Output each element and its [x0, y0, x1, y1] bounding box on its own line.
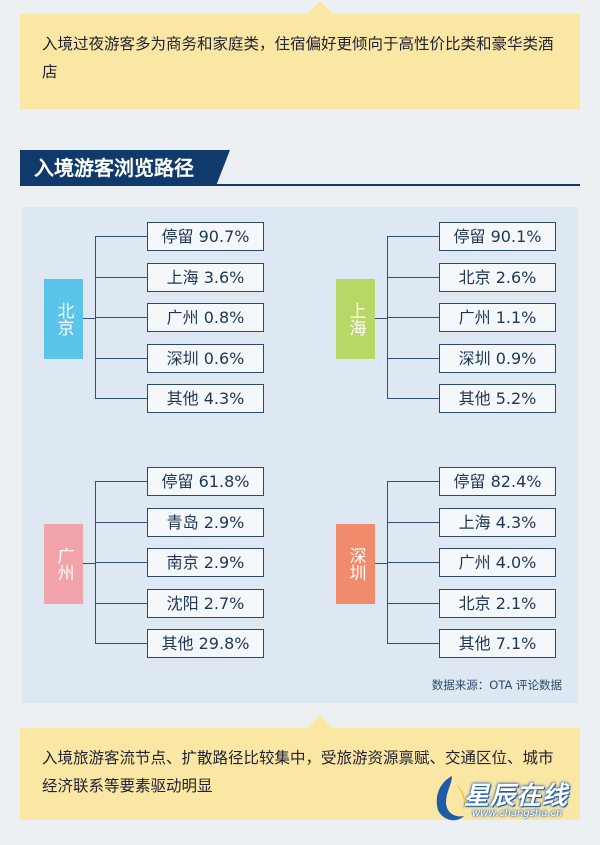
watermark-emblem-icon	[436, 776, 465, 821]
connector-line	[95, 481, 147, 482]
origin-city-badge: 北京	[44, 279, 83, 359]
origin-city-badge: 上海	[336, 279, 375, 359]
connector-line	[387, 481, 439, 482]
connector-line	[375, 318, 387, 319]
destination-box: 深圳 0.9%	[439, 344, 556, 373]
connector-line	[95, 603, 147, 604]
destination-box: 广州 1.1%	[439, 303, 556, 332]
connector-line	[95, 522, 147, 523]
bottom-note-callout: 入境旅游客流节点、扩散路径比较集中，受旅游资源禀赋、交通区位、城市经济联系等要素…	[20, 715, 580, 820]
source-note: 数据来源：OTA 评论数据	[431, 678, 562, 692]
connector-line	[387, 277, 439, 278]
destination-box: 广州 4.0%	[439, 548, 556, 577]
section-title: 入境游客浏览路径	[20, 150, 230, 186]
connector-line	[387, 562, 439, 563]
flow-diagram-panel: 北京 停留 90.7% 上海 3.6% 广州 0.8% 深圳 0.6% 其他 4.3% 上海…	[22, 207, 578, 703]
connector-line	[95, 358, 147, 359]
destination-box: 停留 90.7%	[147, 222, 264, 251]
destination-box: 其他 4.3%	[147, 384, 264, 413]
watermark-text: 星辰在线	[464, 781, 569, 810]
connector-line	[95, 562, 147, 563]
destination-box: 其他 7.1%	[439, 629, 556, 658]
destination-box: 上海 4.3%	[439, 508, 556, 537]
destination-box: 停留 82.4%	[439, 467, 556, 496]
connector-line	[95, 643, 147, 644]
destination-box: 广州 0.8%	[147, 303, 264, 332]
top-note-callout: 入境过夜游客多为商务和家庭类，住宿偏好更倾向于高性价比类和豪华类酒店	[20, 1, 580, 109]
connector-line	[95, 277, 147, 278]
destination-box: 北京 2.1%	[439, 589, 556, 618]
callout-notch	[307, 715, 333, 728]
connector-line	[387, 317, 439, 318]
connector-line	[83, 318, 95, 319]
bottom-note-text: 入境旅游客流节点、扩散路径比较集中，受旅游资源禀赋、交通区位、城市经济联系等要素…	[42, 749, 554, 795]
connector-line	[387, 236, 439, 237]
connector-line	[387, 358, 439, 359]
destination-box: 青岛 2.9%	[147, 508, 264, 537]
destination-box: 沈阳 2.7%	[147, 589, 264, 618]
destination-box: 其他 5.2%	[439, 384, 556, 413]
destination-box: 深圳 0.6%	[147, 344, 264, 373]
connector-line	[83, 563, 95, 564]
top-note-text: 入境过夜游客多为商务和家庭类，住宿偏好更倾向于高性价比类和豪华类酒店	[42, 35, 554, 81]
connector-line	[387, 603, 439, 604]
destination-box: 其他 29.8%	[147, 629, 264, 658]
section-title-rule	[20, 184, 580, 186]
connector-line	[95, 236, 147, 237]
connector-line	[387, 643, 439, 644]
watermark-url: www.changsha.cn	[472, 808, 563, 819]
connector-line	[387, 398, 439, 399]
destination-box: 北京 2.6%	[439, 263, 556, 292]
origin-city-badge: 广州	[44, 524, 83, 604]
watermark-logo: 星辰在线 www.changsha.cn	[428, 772, 578, 828]
origin-city-badge: 深圳	[336, 524, 375, 604]
destination-box: 停留 61.8%	[147, 467, 264, 496]
destination-box: 停留 90.1%	[439, 222, 556, 251]
destination-box: 上海 3.6%	[147, 263, 264, 292]
connector-line	[387, 522, 439, 523]
destination-box: 南京 2.9%	[147, 548, 264, 577]
connector-line	[95, 317, 147, 318]
connector-line	[375, 563, 387, 564]
section-title-text: 入境游客浏览路径	[34, 156, 194, 180]
connector-line	[95, 398, 147, 399]
callout-notch	[307, 1, 333, 14]
